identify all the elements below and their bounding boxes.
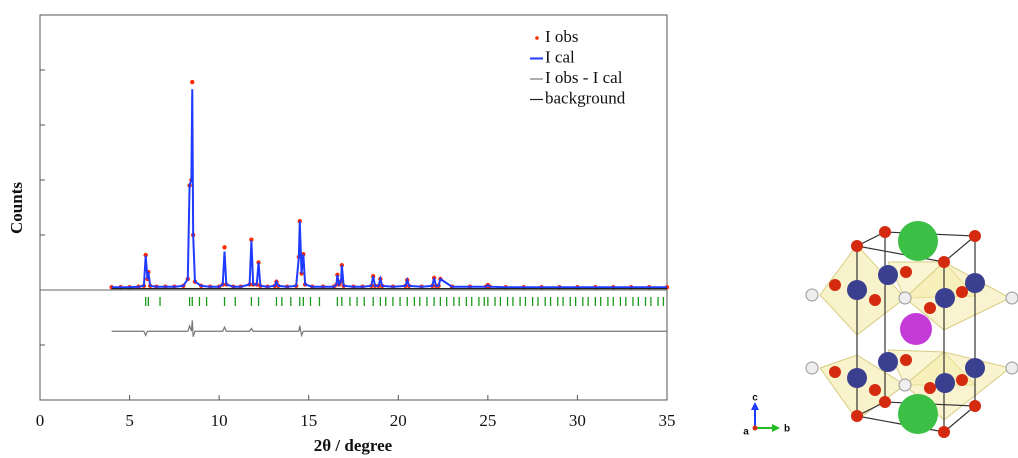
crystal-structure	[805, 221, 1018, 438]
axis-indicator: c a b	[743, 393, 790, 438]
legend-label: I cal	[545, 47, 575, 66]
obs-point	[190, 79, 195, 85]
x-tick-label: 5	[125, 411, 134, 430]
x-tick-label: 0	[36, 411, 45, 430]
legend-label: background	[545, 88, 626, 107]
x-tick-label: 35	[659, 411, 676, 430]
legend-label: I obs - I cal	[545, 68, 623, 87]
x-tick-label: 25	[479, 411, 496, 430]
series-line	[111, 89, 667, 289]
x-tick-label: 30	[569, 411, 586, 430]
x-tick-label: 20	[390, 411, 407, 430]
y-axis-label: Counts	[7, 182, 26, 234]
legend-label: I obs	[545, 27, 579, 46]
x-tick-label: 10	[211, 411, 228, 430]
plot-frame	[39, 14, 668, 401]
axis-a-label: a	[743, 427, 749, 438]
axis-c-label: c	[752, 393, 758, 404]
obs-point	[143, 252, 148, 258]
obs-point	[222, 245, 227, 250]
axis-b-label: b	[784, 424, 790, 435]
x-axis-label: 2θ / degree	[314, 436, 393, 455]
x-tick-label: 15	[300, 411, 317, 430]
obs-point	[249, 237, 254, 242]
series-line	[111, 320, 667, 338]
legend-marker	[535, 36, 539, 40]
